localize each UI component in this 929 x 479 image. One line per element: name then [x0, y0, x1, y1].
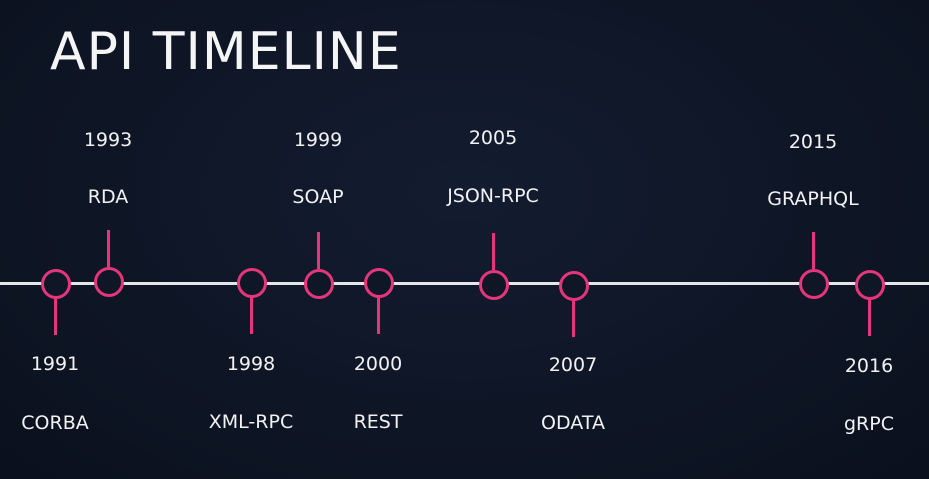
event-year: 2005	[468, 127, 518, 149]
timeline-axis	[0, 282, 929, 285]
event-year: 1999	[293, 129, 343, 151]
event-year: 2007	[548, 354, 598, 376]
event-stem	[868, 298, 871, 336]
event-node	[304, 269, 334, 299]
event-year: 1998	[226, 353, 276, 375]
event-year: 1991	[30, 353, 80, 375]
event-stem	[54, 297, 57, 335]
event-year: 2015	[788, 131, 838, 153]
event-node	[479, 270, 509, 300]
event-year: 2016	[844, 355, 894, 377]
event-name: gRPC	[844, 413, 894, 435]
event-stem	[492, 233, 495, 270]
event-name: REST	[353, 411, 403, 433]
event-node	[364, 268, 394, 298]
event-node	[94, 267, 124, 297]
event-stem	[107, 230, 110, 267]
event-stem	[572, 299, 575, 337]
event-node	[237, 268, 267, 298]
event-name: JSON-RPC	[447, 185, 539, 207]
event-node	[799, 269, 829, 299]
event-name: RDA	[87, 186, 129, 208]
page-title: API TIMELINE	[50, 22, 402, 82]
event-stem	[812, 232, 815, 269]
event-stem	[317, 232, 320, 269]
event-name: GRAPHQL	[767, 188, 859, 210]
event-node	[855, 270, 885, 300]
event-name: XML-RPC	[208, 411, 294, 433]
event-year: 1993	[83, 129, 133, 151]
event-node	[559, 271, 589, 301]
event-name: CORBA	[21, 412, 89, 434]
event-name: SOAP	[292, 186, 344, 208]
event-node	[41, 269, 71, 299]
event-stem	[250, 296, 253, 334]
event-name: ODATA	[541, 412, 605, 434]
event-stem	[377, 296, 380, 334]
event-year: 2000	[353, 353, 403, 375]
